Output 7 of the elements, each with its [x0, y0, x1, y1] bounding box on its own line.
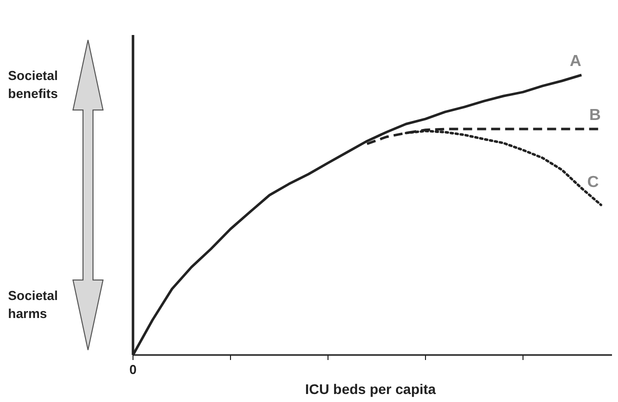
x-axis-title: ICU beds per capita: [305, 381, 436, 397]
text: 0: [129, 362, 137, 377]
text: Societal benefits: [8, 68, 58, 101]
text: Societal harms: [8, 288, 58, 321]
series-label: C: [587, 174, 600, 191]
series-label: B: [589, 107, 601, 124]
series-label: A: [570, 53, 582, 70]
